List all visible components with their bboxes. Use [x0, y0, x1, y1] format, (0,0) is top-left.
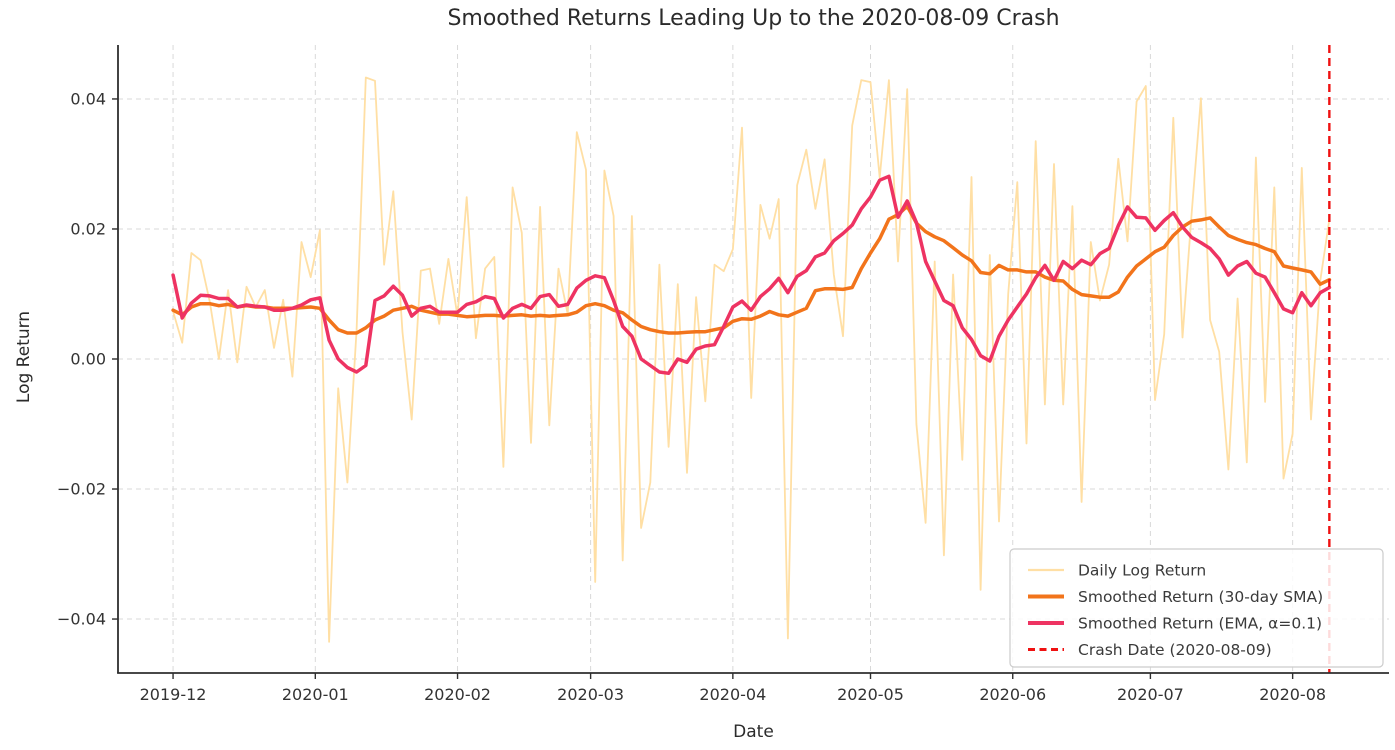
legend-box: [1009, 548, 1384, 668]
x-tick-label: 2020-06: [979, 685, 1046, 704]
x-tick-label: 2020-01: [282, 685, 349, 704]
x-tick-label: 2020-05: [837, 685, 904, 704]
x-axis-label: Date: [733, 722, 774, 742]
x-tick-label: 2020-07: [1117, 685, 1184, 704]
y-tick-label: −0.02: [57, 480, 106, 499]
legend-label-0: Daily Log Return: [1078, 562, 1206, 580]
ema-line: [171, 174, 1332, 376]
x-tick-label: 2020-08: [1259, 685, 1326, 704]
legend-item-2: Smoothed Return (EMA, α=0.1): [1028, 615, 1322, 633]
y-tick-label: 0.00: [70, 350, 106, 369]
daily-log-return-line: [172, 76, 1331, 643]
y-tick-label: −0.04: [57, 610, 106, 629]
legend-item-3: Crash Date (2020-08-09): [1028, 641, 1272, 659]
legend-item-0: Daily Log Return: [1028, 562, 1206, 580]
x-tick-label: 2020-02: [424, 685, 491, 704]
y-tick-label: 0.04: [70, 89, 106, 108]
sma-line: [171, 204, 1332, 335]
x-tick-label: 2020-04: [699, 685, 766, 704]
y-tick-label: 0.02: [70, 219, 106, 238]
legend-label-3: Crash Date (2020-08-09): [1078, 641, 1272, 659]
legend: Daily Log Return Smoothed Return (30-day …: [1009, 548, 1384, 668]
x-tick-label: 2019-12: [140, 685, 207, 704]
chart-title: Smoothed Returns Leading Up to the 2020-…: [447, 6, 1060, 31]
legend-label-1: Smoothed Return (30-day SMA): [1078, 588, 1323, 606]
legend-label-2: Smoothed Return (EMA, α=0.1): [1078, 615, 1322, 633]
legend-item-1: Smoothed Return (30-day SMA): [1028, 588, 1323, 606]
x-tick-label: 2020-03: [557, 685, 624, 704]
